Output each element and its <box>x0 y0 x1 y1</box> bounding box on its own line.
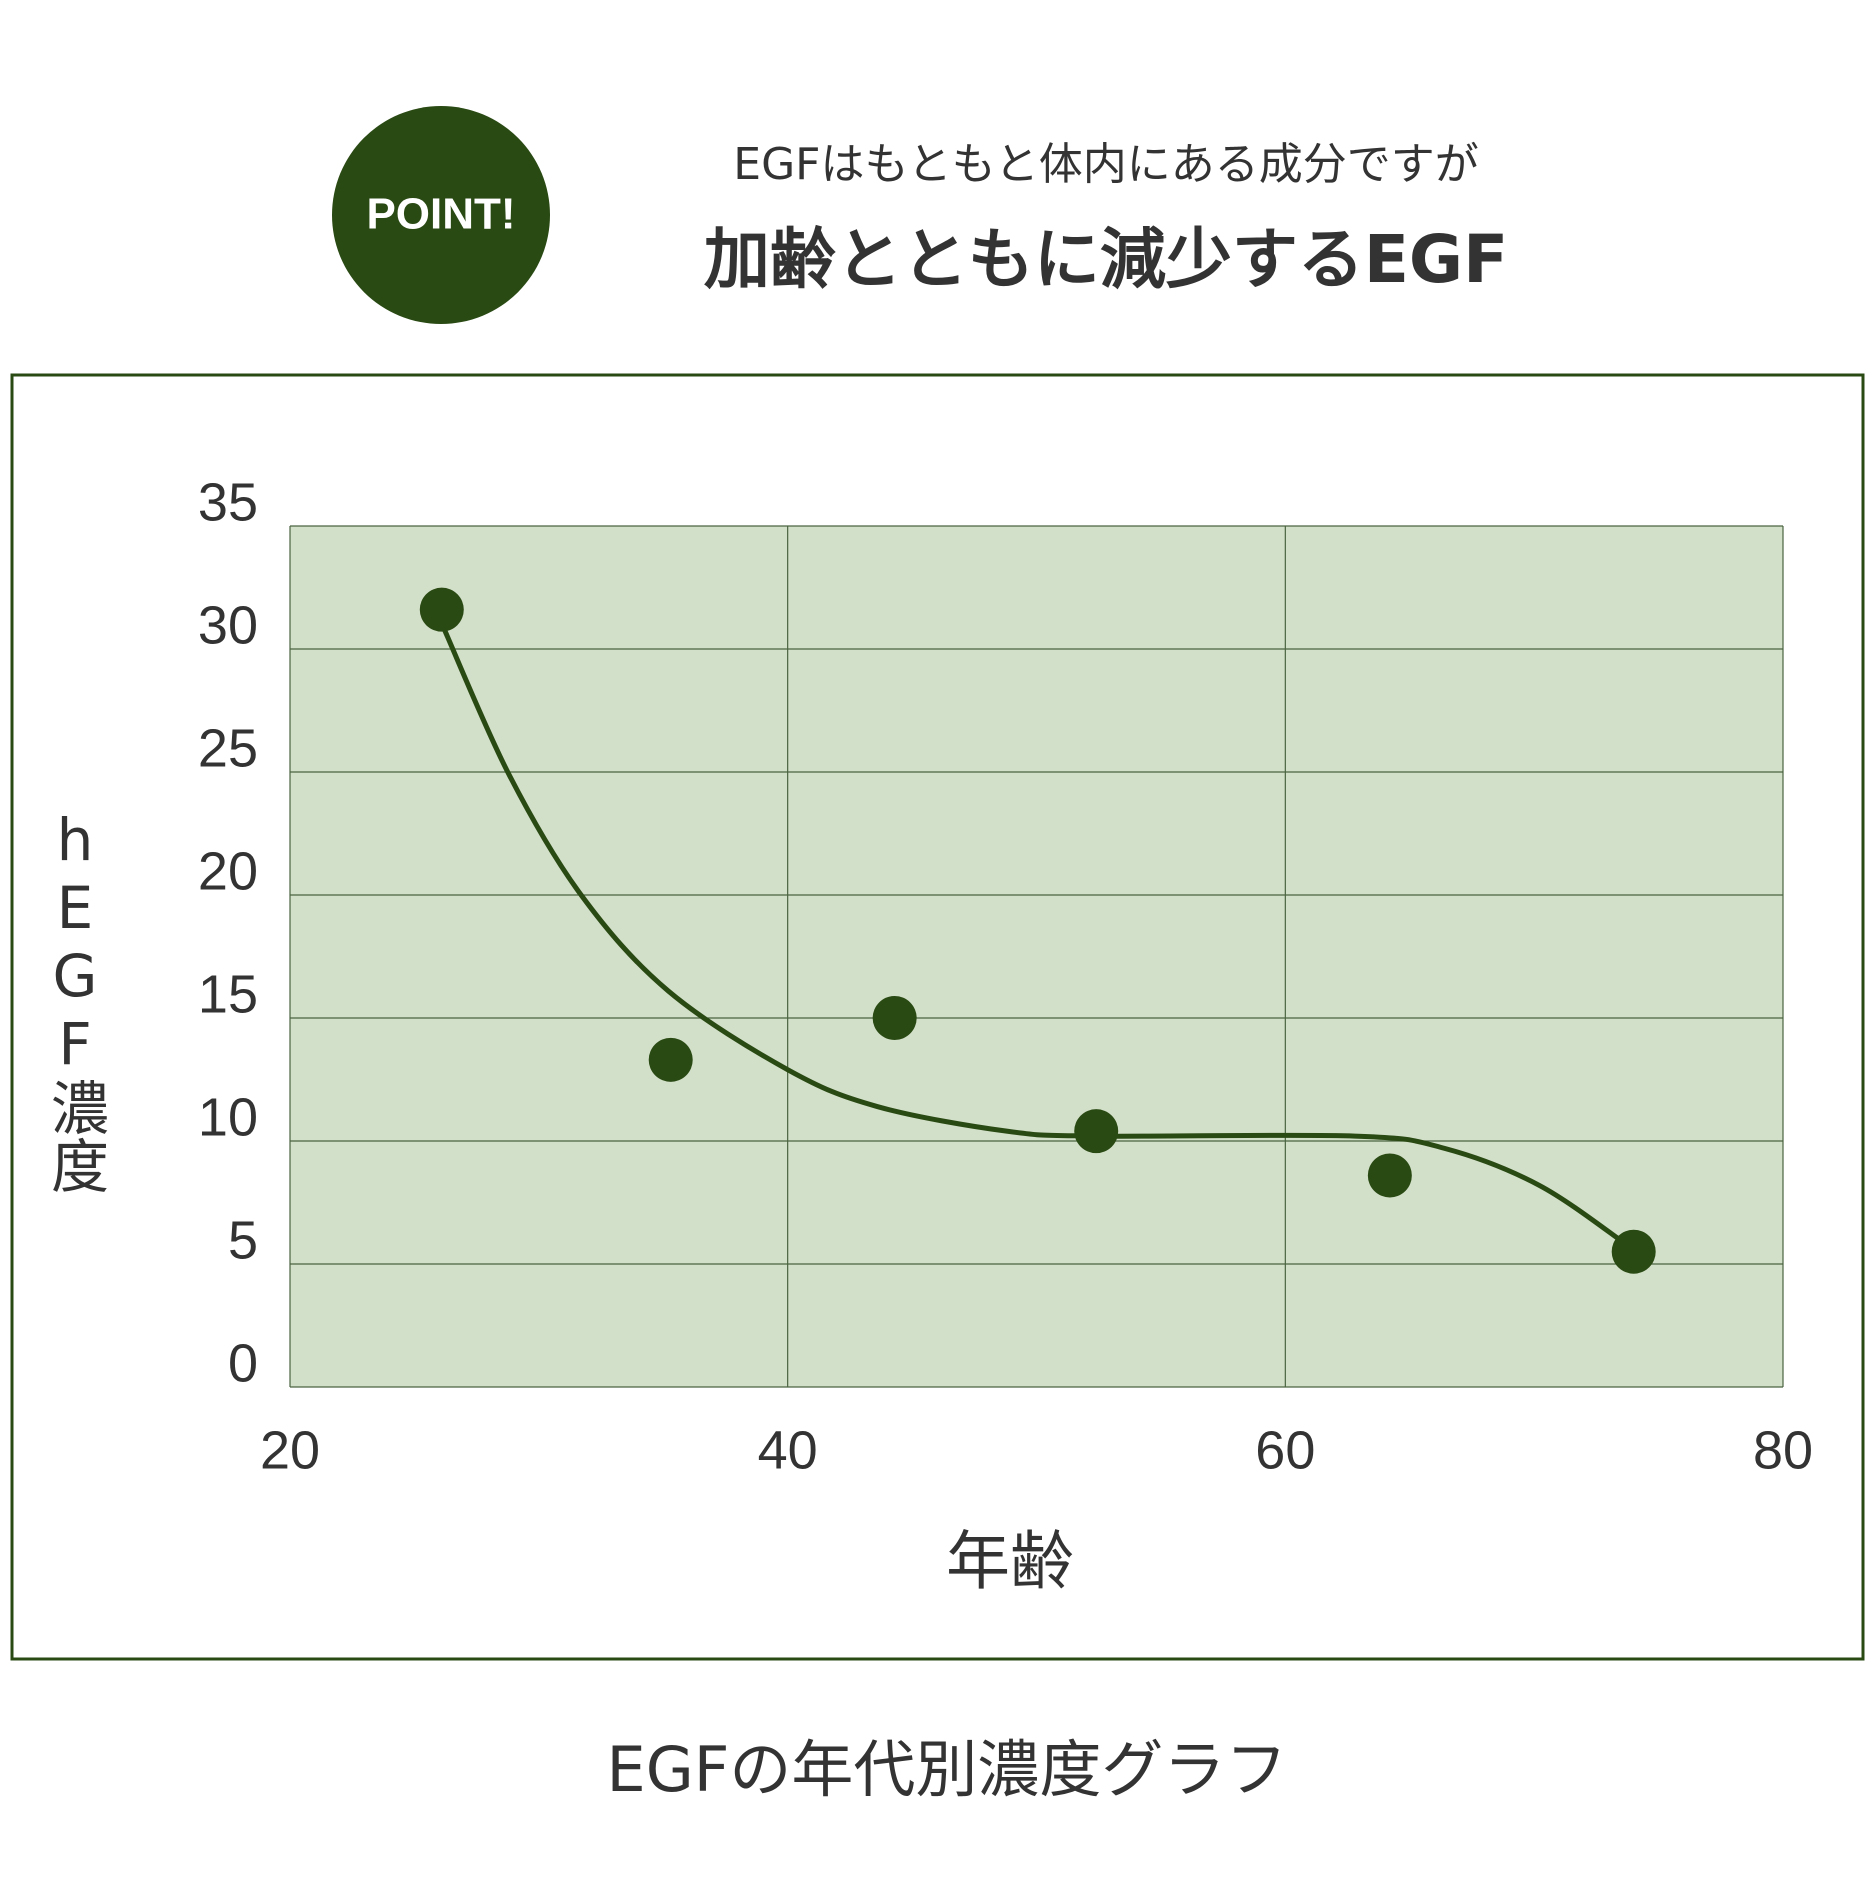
point <box>1074 1109 1119 1154</box>
x-tick-label: 40 <box>758 1420 818 1480</box>
plot-area <box>290 526 1783 1387</box>
x-axis-label: 年齢 <box>946 1526 1074 1600</box>
lead: EGFはもともと体内にある成分ですが <box>733 139 1478 190</box>
y-tick-label: 10 <box>198 1087 258 1147</box>
point <box>1611 1229 1656 1274</box>
point <box>872 996 917 1040</box>
x-tick-label: 20 <box>260 1420 320 1480</box>
badge-circle <box>332 106 550 324</box>
frame <box>10 373 1865 1661</box>
y-tick-label: 15 <box>198 964 258 1024</box>
y-tick-label: 25 <box>198 718 258 778</box>
y-tick-label: 30 <box>198 595 258 655</box>
x-tick-label: 60 <box>1255 1420 1315 1480</box>
y-tick-label: 0 <box>228 1333 258 1393</box>
point <box>419 587 464 632</box>
y-tick-label: 20 <box>198 841 258 901</box>
x-tick-label: 80 <box>1753 1420 1813 1480</box>
point <box>1367 1153 1412 1198</box>
trend-line <box>441 628 1628 1247</box>
y-axis-label: hEGF濃度 <box>41 806 109 1194</box>
headline: 加齢とともに減少するEGF <box>704 221 1508 298</box>
badge: POINT! <box>366 190 515 239</box>
y-tick-label: 35 <box>198 472 258 532</box>
point <box>648 1037 693 1082</box>
caption: EGFの年代別濃度グラフ <box>607 1733 1288 1806</box>
y-tick-label: 5 <box>228 1210 258 1270</box>
